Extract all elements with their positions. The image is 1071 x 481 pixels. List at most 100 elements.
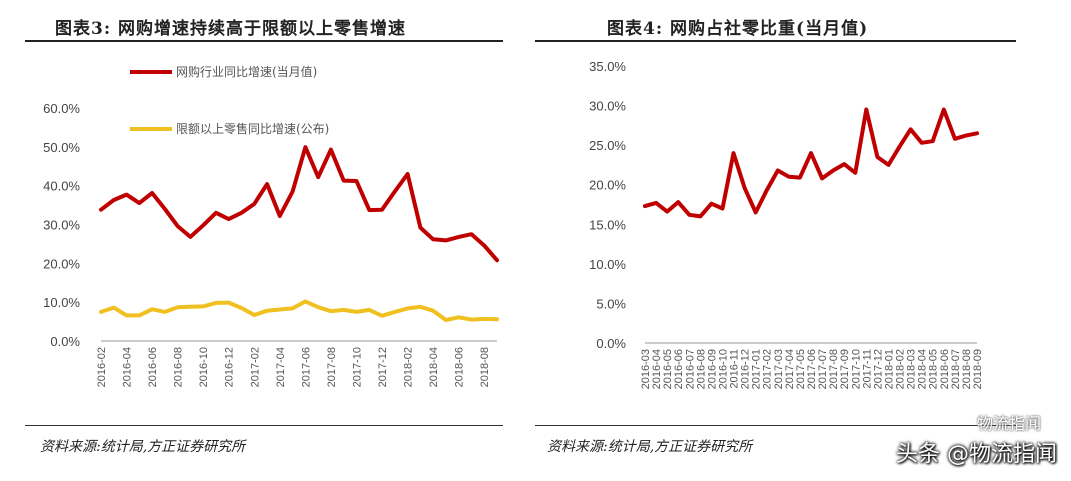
data-point	[887, 164, 890, 166]
y-tick-label: 10.0%	[43, 295, 80, 310]
x-tick-label: 2017-04	[784, 349, 796, 389]
x-tick-label: 2016-04	[122, 347, 134, 387]
x-tick-label: 2017-06	[300, 347, 312, 387]
data-point	[496, 259, 498, 262]
x-tick-label: 2017-08	[326, 347, 338, 387]
data-point	[227, 301, 230, 304]
data-point	[176, 306, 179, 309]
x-tick-label: 2016-03	[640, 349, 652, 389]
data-point	[342, 179, 345, 182]
data-point	[151, 308, 153, 310]
data-point	[445, 239, 447, 242]
y-tick-label: 40.0%	[43, 179, 80, 194]
x-tick-label: 2018-08	[961, 349, 973, 389]
data-point	[710, 202, 713, 205]
data-point	[304, 300, 307, 303]
series-line	[99, 299, 499, 322]
y-tick-label: 20.0%	[43, 256, 80, 271]
data-point	[266, 309, 268, 312]
data-point	[176, 225, 179, 227]
data-point	[164, 311, 166, 313]
data-point	[732, 152, 735, 154]
x-tick-label: 2017-04	[275, 347, 287, 387]
data-point	[821, 177, 823, 180]
title-rule	[25, 40, 503, 42]
data-point	[965, 134, 967, 137]
data-point	[368, 209, 371, 211]
x-tick-label: 2017-10	[351, 347, 363, 387]
y-tick-label: 35.0%	[589, 59, 626, 74]
data-point	[445, 319, 447, 321]
x-tick-label: 2018-07	[950, 349, 962, 389]
data-point	[865, 108, 868, 111]
data-point	[406, 173, 409, 175]
data-point	[381, 314, 383, 317]
x-tick-label: 2017-03	[773, 349, 785, 389]
data-point	[666, 210, 668, 213]
data-point	[381, 208, 383, 211]
x-tick-label: 2016-11	[729, 349, 741, 389]
data-point	[394, 190, 396, 193]
data-point	[483, 244, 486, 247]
data-point	[810, 152, 812, 154]
data-point	[909, 128, 912, 131]
source-rule	[535, 425, 1016, 426]
x-tick-label: 2017-07	[817, 349, 829, 389]
data-point	[330, 310, 332, 312]
x-tick-label: 2016-06	[673, 349, 685, 389]
x-tick-label: 2018-06	[454, 347, 466, 387]
right-chart-panel: 图表4: 网购占社零比重(当月值) 0.0% 5.0% 10.0% 15.0% 20.0…	[535, 0, 1071, 481]
data-point	[355, 180, 358, 182]
data-point	[743, 187, 746, 189]
data-point	[215, 212, 217, 214]
data-point	[202, 305, 204, 308]
data-point	[470, 318, 473, 321]
data-point	[920, 141, 923, 144]
data-point	[699, 215, 702, 218]
y-tick-label: 50.0%	[43, 140, 80, 155]
series-line	[643, 107, 979, 219]
x-tick-label: 2018-05	[928, 349, 940, 389]
data-point	[931, 140, 934, 142]
data-point	[788, 176, 790, 178]
x-tick-label: 2018-09	[972, 349, 984, 389]
data-point	[843, 163, 845, 165]
x-tick-label: 2017-12	[872, 349, 884, 389]
data-point	[330, 148, 332, 151]
data-point	[100, 208, 102, 211]
title-rule	[535, 40, 1016, 42]
y-tick-label: 30.0%	[43, 218, 80, 233]
x-tick-label: 2016-05	[662, 349, 674, 389]
x-tick-label: 2018-08	[479, 347, 491, 387]
data-point	[432, 238, 434, 241]
data-point	[457, 236, 460, 238]
y-tick-label: 60.0%	[43, 101, 80, 116]
data-point	[721, 207, 724, 210]
source-note: 资料来源:统计局,方正证券研究所	[40, 439, 246, 455]
x-tick-label: 2016-09	[706, 349, 718, 389]
data-point	[470, 233, 473, 236]
data-point	[202, 224, 204, 227]
x-tick-label: 2016-02	[96, 347, 108, 387]
data-point	[406, 307, 409, 310]
legend-label: 限额以上零售同比增速(公布)	[176, 121, 329, 136]
data-point	[419, 306, 422, 308]
data-point	[279, 215, 281, 217]
data-point	[854, 172, 857, 174]
x-tick-label: 2018-03	[906, 349, 918, 389]
data-point	[677, 201, 679, 203]
series-line	[99, 145, 499, 263]
x-tick-label: 2017-02	[249, 347, 261, 387]
data-point	[317, 176, 319, 178]
y-tick-label: 20.0%	[589, 178, 626, 193]
x-tick-label: 2017-12	[377, 347, 389, 387]
x-tick-label: 2017-06	[806, 349, 818, 389]
data-point	[976, 132, 978, 135]
data-point	[291, 307, 294, 310]
data-point	[754, 211, 757, 214]
data-point	[279, 308, 281, 311]
data-point	[125, 314, 128, 317]
data-point	[266, 183, 268, 185]
data-point	[253, 314, 256, 316]
x-tick-label: 2018-04	[428, 347, 440, 387]
